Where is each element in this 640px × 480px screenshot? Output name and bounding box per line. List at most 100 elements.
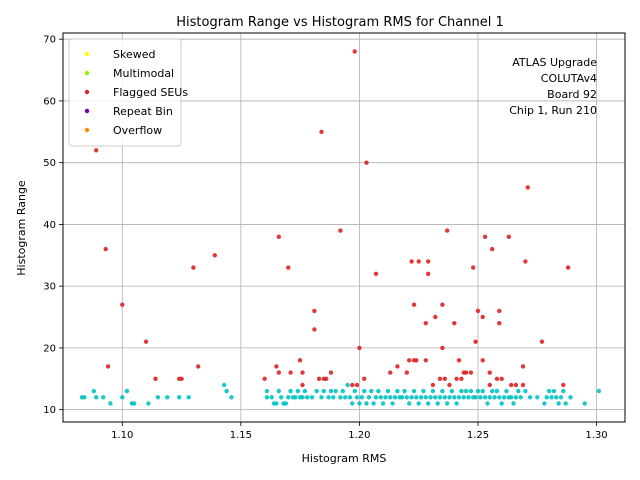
- legend-marker: [84, 70, 90, 76]
- point-flagged-seus: [105, 364, 111, 369]
- data-points: [79, 49, 602, 406]
- point-normal: [523, 388, 528, 394]
- point-normal: [518, 395, 523, 400]
- point-flagged-seus: [338, 228, 343, 233]
- point-normal: [459, 388, 464, 394]
- point-normal: [480, 388, 485, 394]
- point-normal: [165, 395, 170, 400]
- x-tick-label: 1.20: [348, 430, 370, 441]
- point-flagged-seus: [316, 376, 322, 381]
- point-normal: [456, 395, 462, 400]
- point-flagged-seus: [454, 376, 459, 381]
- point-flagged-seus: [276, 370, 281, 375]
- point-flagged-seus: [499, 376, 504, 381]
- point-flagged-seus: [480, 314, 485, 320]
- point-normal: [378, 395, 383, 400]
- point-normal: [468, 388, 474, 394]
- point-normal: [411, 388, 417, 394]
- point-normal: [482, 395, 488, 400]
- annotation-text: ATLAS Upgrade COLUTAv4 Board 92 Chip 1, Run…: [509, 56, 597, 117]
- point-normal: [556, 401, 561, 406]
- point-flagged-seus: [506, 234, 511, 239]
- point-flagged-seus: [350, 382, 355, 388]
- point-normal: [399, 395, 405, 400]
- point-normal: [279, 395, 284, 400]
- x-tick-label: 1.15: [230, 430, 252, 441]
- point-normal: [423, 395, 428, 400]
- point-flagged-seus: [561, 382, 566, 388]
- point-flagged-seus: [373, 271, 379, 276]
- point-normal: [293, 395, 298, 400]
- legend-label: Repeat Bin: [113, 105, 173, 118]
- point-normal: [373, 395, 379, 400]
- point-normal: [328, 388, 334, 394]
- legend: Skewed Multimodal Flagged SEUs Repeat Bin Ov…: [68, 38, 188, 147]
- point-normal: [224, 388, 229, 394]
- point-flagged-seus: [103, 246, 108, 252]
- point-flagged-seus: [452, 321, 457, 326]
- annotation-line: COLUTAv4: [541, 72, 597, 85]
- y-tick-label: 70: [43, 35, 56, 46]
- y-axis-ticks: 10 20 30 40 50 60 70: [43, 35, 63, 416]
- point-normal: [392, 395, 398, 400]
- point-flagged-seus: [471, 265, 476, 270]
- point-normal: [499, 401, 504, 406]
- point-flagged-seus: [513, 382, 519, 388]
- annotation-line: Chip 1, Run 210: [509, 104, 597, 117]
- legend-marker: [84, 108, 90, 114]
- point-normal: [535, 395, 540, 400]
- point-normal: [326, 395, 331, 400]
- point-normal: [380, 401, 386, 406]
- point-flagged-seus: [494, 376, 500, 381]
- point-flagged-seus: [357, 345, 362, 351]
- x-axis-ticks: 1.10 1.15 1.20 1.25 1.30: [111, 422, 608, 441]
- point-normal: [504, 388, 509, 394]
- point-normal: [487, 395, 492, 400]
- point-normal: [454, 401, 459, 406]
- point-flagged-seus: [490, 246, 495, 252]
- point-flagged-seus: [179, 376, 184, 381]
- point-flagged-seus: [312, 327, 317, 332]
- point-normal: [490, 388, 495, 394]
- point-flagged-seus: [411, 302, 417, 307]
- point-normal: [186, 395, 191, 400]
- point-normal: [435, 401, 440, 406]
- point-flagged-seus: [520, 364, 526, 369]
- point-flagged-seus: [324, 376, 329, 381]
- point-normal: [101, 395, 106, 400]
- point-normal: [475, 388, 481, 394]
- point-flagged-seus: [433, 314, 438, 320]
- point-normal: [582, 401, 587, 406]
- point-normal: [300, 395, 305, 400]
- point-flagged-seus: [497, 321, 502, 326]
- point-flagged-seus: [423, 321, 428, 326]
- point-flagged-seus: [482, 234, 488, 239]
- point-flagged-seus: [395, 364, 400, 369]
- point-flagged-seus: [447, 382, 452, 388]
- chart-title: Histogram Range vs Histogram RMS for Cha…: [176, 15, 504, 30]
- point-flagged-seus: [426, 271, 431, 276]
- plot-frame: [62, 32, 626, 423]
- point-normal: [371, 401, 376, 406]
- point-flagged-seus: [520, 382, 526, 388]
- point-normal: [492, 395, 497, 400]
- point-normal: [501, 395, 507, 400]
- legend-label: Overflow: [113, 124, 162, 137]
- point-normal: [549, 395, 554, 400]
- point-normal: [447, 395, 452, 400]
- point-normal: [276, 388, 281, 394]
- point-flagged-seus: [539, 339, 545, 344]
- legend-label: Skewed: [113, 48, 155, 61]
- point-normal: [546, 388, 552, 394]
- point-flagged-seus: [319, 129, 324, 134]
- legend-marker: [84, 51, 90, 57]
- y-tick-label: 60: [43, 96, 56, 107]
- point-normal: [288, 388, 293, 394]
- point-normal: [404, 395, 409, 400]
- point-normal: [395, 388, 400, 394]
- point-normal: [563, 401, 568, 406]
- point-normal: [331, 395, 336, 400]
- point-flagged-seus: [407, 358, 412, 363]
- point-flagged-seus: [509, 382, 514, 388]
- point-flagged-seus: [191, 265, 196, 270]
